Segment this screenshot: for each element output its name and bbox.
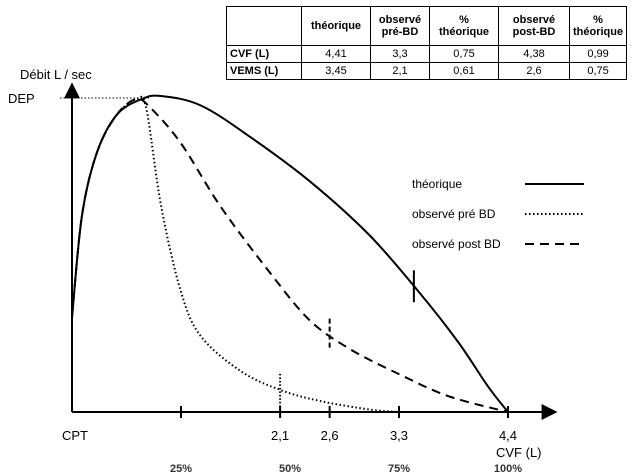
series-line-post-bd [71,97,509,413]
legend-label: observé pré BD [412,207,496,221]
percent-tick-label: 25% [170,463,192,475]
results-table: théorique observé pré-BD % théorique obs… [226,6,628,80]
table-row: CVF (L) 4,41 3,3 0,75 4,38 0,99 [226,45,628,63]
table-cell: 0,75 [568,62,628,80]
x-tick-label: 2,6 [321,428,339,443]
y-axis-label: Débit L / sec [20,67,92,82]
percent-tick-label: 75% [388,463,410,475]
table-cell: 2,6 [498,62,570,80]
table-cell: 3,45 [301,62,371,80]
legend-label: observé post BD [412,237,501,251]
x-tick-label: 3,3 [390,428,408,443]
table-cell: 3,3 [370,45,430,63]
table-row: VEMS (L) 3,45 2,1 0,61 2,6 0,75 [226,62,628,80]
x-tick-label: 2,1 [271,428,289,443]
table-header: % théorique [429,6,499,46]
percent-tick-label: 50% [279,463,301,475]
series-line-pre-bd [71,95,400,413]
x-tick-label: 4,4 [499,428,517,443]
table-cell: 0,75 [429,45,499,63]
origin-label: CPT [62,428,88,443]
legend-label: théorique [412,177,462,191]
table-cell: 2,1 [370,62,430,80]
series-line-theorique [71,94,509,413]
x-axis-label: CVF (L) [496,445,542,460]
dep-label: DEP [8,91,35,106]
axes [60,82,558,420]
table-cell: 0,99 [568,45,628,63]
table-cell: 4,38 [498,45,570,63]
table-cell: 4,41 [301,45,371,63]
percent-tick-label: 100% [494,463,522,475]
table-header-empty [226,6,302,46]
row-label: VEMS (L) [226,62,302,80]
table-header: observé post-BD [498,6,570,46]
table-header: % théorique [568,6,628,46]
table-cell: 0,61 [429,62,499,80]
